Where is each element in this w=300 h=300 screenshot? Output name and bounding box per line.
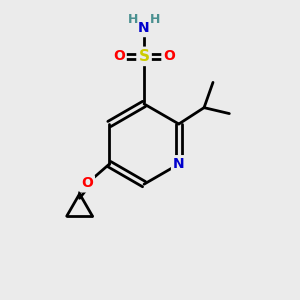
Text: S: S — [139, 49, 150, 64]
Text: N: N — [173, 157, 184, 171]
Text: N: N — [138, 21, 150, 35]
Text: O: O — [164, 50, 175, 63]
Text: O: O — [113, 50, 125, 63]
Text: H: H — [128, 13, 138, 26]
Text: O: O — [81, 176, 93, 190]
Text: H: H — [150, 13, 161, 26]
